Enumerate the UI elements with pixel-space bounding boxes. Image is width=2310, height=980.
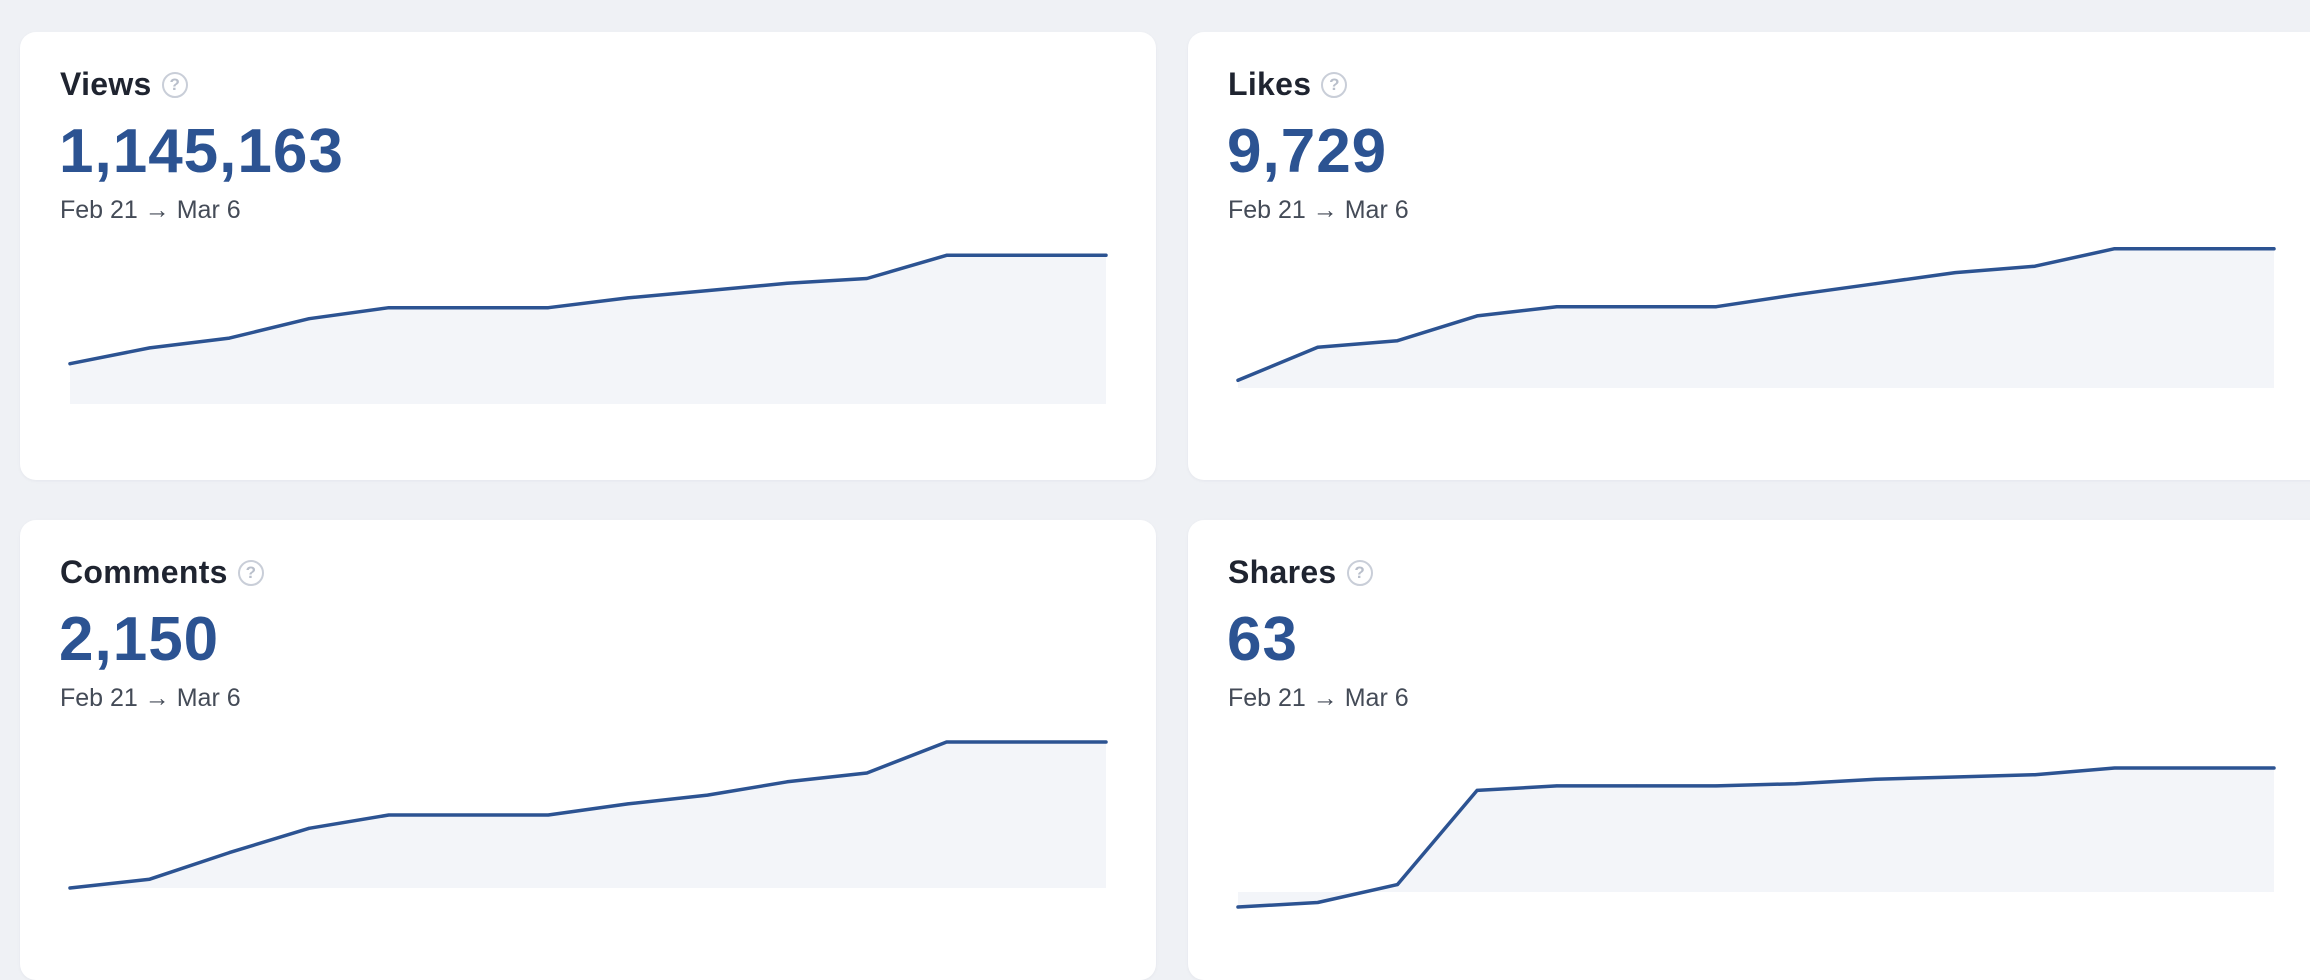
- data-point-12[interactable]: [1024, 253, 1028, 257]
- data-point-6[interactable]: [546, 306, 550, 310]
- data-point-4[interactable]: [1555, 784, 1559, 788]
- metric-card-likes: Likes ? 9,729 Feb 21 → Mar 6: [1188, 32, 2310, 480]
- data-point-0[interactable]: [68, 362, 72, 366]
- data-point-11[interactable]: [2113, 766, 2117, 770]
- shares-sparkline-chart: [1236, 766, 2276, 909]
- data-point-10[interactable]: [2033, 264, 2037, 268]
- data-point-10[interactable]: [865, 277, 869, 280]
- metric-value: 9,729: [1227, 117, 1388, 186]
- data-point-11[interactable]: [945, 740, 949, 744]
- question-circle-icon[interactable]: ?: [161, 71, 188, 98]
- data-point-2[interactable]: [1395, 883, 1399, 887]
- data-point-12[interactable]: [2192, 766, 2196, 770]
- metric-value: 63: [1227, 605, 1298, 674]
- card-header: Comments ?: [60, 554, 264, 591]
- data-point-8[interactable]: [1874, 282, 1877, 286]
- data-point-0[interactable]: [1236, 378, 1240, 382]
- data-point-13[interactable]: [1104, 740, 1108, 744]
- data-point-7[interactable]: [626, 296, 630, 300]
- data-point-11[interactable]: [2113, 247, 2117, 251]
- data-point-7[interactable]: [1794, 782, 1798, 786]
- data-point-13[interactable]: [2272, 766, 2276, 770]
- data-point-8[interactable]: [706, 289, 709, 293]
- data-point-1[interactable]: [148, 877, 152, 881]
- data-point-3[interactable]: [1475, 314, 1479, 318]
- metric-value: 1,145,163: [59, 117, 344, 186]
- area-fill: [1238, 248, 2274, 388]
- series-line: [68, 253, 1108, 366]
- date-range: Feb 21 → Mar 6: [1228, 196, 1409, 224]
- metric-card-views: Views ? 1,145,163 Feb 21 → Mar 6: [20, 32, 1156, 480]
- area-fill: [70, 742, 1106, 888]
- data-point-8[interactable]: [1874, 777, 1877, 781]
- metric-card-comments: Comments ? 2,150 Feb 21 → Mar 6: [20, 520, 1156, 980]
- card-header: Views ?: [60, 66, 188, 103]
- question-circle-icon[interactable]: ?: [1346, 559, 1373, 586]
- data-point-2[interactable]: [1395, 339, 1399, 343]
- data-point-10[interactable]: [2033, 773, 2037, 777]
- data-point-12[interactable]: [2192, 247, 2196, 251]
- data-point-4[interactable]: [387, 306, 391, 310]
- data-point-11[interactable]: [945, 253, 949, 257]
- data-point-6[interactable]: [1714, 784, 1718, 788]
- series-line: [1236, 246, 2276, 383]
- data-point-6[interactable]: [546, 813, 550, 817]
- data-point-5[interactable]: [1635, 305, 1638, 309]
- date-range: Feb 21 → Mar 6: [60, 196, 241, 224]
- metric-value: 2,150: [59, 605, 220, 674]
- data-point-8[interactable]: [706, 793, 709, 797]
- card-title: Comments: [60, 554, 228, 590]
- date-range: Feb 21 → Mar 6: [60, 684, 241, 712]
- likes-sparkline-chart: [1236, 246, 2276, 388]
- data-point-10[interactable]: [865, 771, 869, 775]
- data-point-3[interactable]: [307, 826, 311, 830]
- card-header: Shares ?: [1228, 554, 1373, 591]
- data-point-9[interactable]: [785, 281, 789, 285]
- question-circle-icon[interactable]: ?: [237, 559, 264, 586]
- data-point-7[interactable]: [626, 802, 630, 806]
- data-point-4[interactable]: [387, 813, 391, 817]
- data-point-13[interactable]: [1104, 253, 1108, 257]
- data-point-1[interactable]: [1316, 345, 1320, 349]
- card-header: Likes ?: [1228, 66, 1348, 103]
- data-point-12[interactable]: [1024, 740, 1028, 744]
- data-point-9[interactable]: [1953, 775, 1957, 779]
- series-line: [1236, 766, 2276, 909]
- data-point-6[interactable]: [1714, 305, 1718, 309]
- data-point-5[interactable]: [467, 306, 470, 310]
- data-point-0[interactable]: [1236, 905, 1240, 909]
- area-fill: [70, 255, 1106, 404]
- data-point-1[interactable]: [148, 346, 152, 350]
- data-point-5[interactable]: [467, 813, 470, 817]
- area-fill: [1238, 768, 2274, 907]
- data-point-1[interactable]: [1316, 901, 1320, 904]
- card-title: Views: [60, 66, 152, 102]
- data-point-2[interactable]: [227, 336, 231, 340]
- views-sparkline-chart: [68, 253, 1108, 404]
- comments-sparkline-chart: [68, 740, 1108, 890]
- data-point-7[interactable]: [1794, 293, 1798, 297]
- question-circle-icon[interactable]: ?: [1321, 71, 1348, 98]
- card-title: Shares: [1228, 554, 1337, 590]
- data-point-9[interactable]: [1953, 271, 1957, 275]
- metric-card-shares: Shares ? 63 Feb 21 → Mar 6: [1188, 520, 2310, 980]
- data-point-9[interactable]: [785, 780, 789, 784]
- data-point-0[interactable]: [68, 886, 72, 890]
- series-line: [68, 740, 1108, 890]
- date-range: Feb 21 → Mar 6: [1228, 684, 1409, 712]
- data-point-3[interactable]: [307, 317, 311, 321]
- data-point-3[interactable]: [1475, 788, 1479, 792]
- data-point-2[interactable]: [227, 851, 231, 855]
- card-title: Likes: [1228, 66, 1312, 102]
- data-point-4[interactable]: [1555, 305, 1559, 309]
- data-point-5[interactable]: [1635, 784, 1638, 788]
- data-point-13[interactable]: [2272, 247, 2276, 251]
